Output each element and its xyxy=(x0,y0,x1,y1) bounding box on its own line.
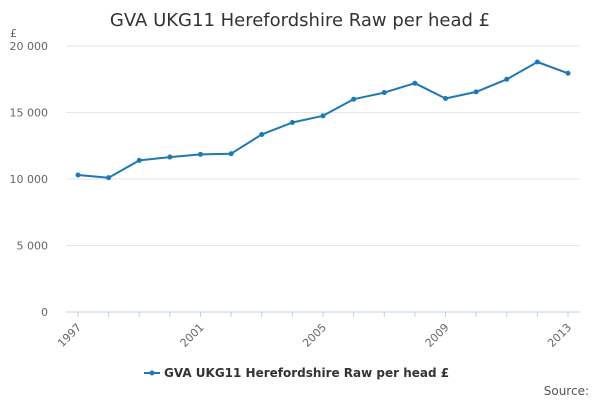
x-tick-label: 2013 xyxy=(545,321,574,350)
series-point[interactable] xyxy=(443,96,448,102)
y-axis-unit-label: £ xyxy=(10,27,17,40)
y-tick-label: 0 xyxy=(41,306,48,319)
series-point[interactable] xyxy=(75,172,81,178)
series-point[interactable] xyxy=(289,119,295,125)
series-points xyxy=(75,59,571,181)
series-point[interactable] xyxy=(198,151,203,157)
series-point[interactable] xyxy=(106,175,112,181)
series-point[interactable] xyxy=(565,70,571,76)
x-tick-label: 2009 xyxy=(423,321,452,350)
x-tick-label: 2005 xyxy=(300,321,329,350)
series-point[interactable] xyxy=(412,80,418,86)
y-tick-label: 15 000 xyxy=(10,107,49,120)
series-point[interactable] xyxy=(351,96,357,102)
series-layer xyxy=(75,59,571,181)
source-label: Source: xyxy=(544,384,589,398)
series-point[interactable] xyxy=(504,76,510,82)
legend[interactable]: GVA UKG11 Herefordshire Raw per head £ xyxy=(144,366,449,380)
series-point[interactable] xyxy=(259,131,265,137)
series-point[interactable] xyxy=(228,151,234,157)
y-tick-label: 10 000 xyxy=(10,173,49,186)
legend-entry-label: GVA UKG11 Herefordshire Raw per head £ xyxy=(164,366,449,380)
y-tick-label: 5 000 xyxy=(17,240,49,253)
series-point[interactable] xyxy=(167,154,173,160)
chart-title: GVA UKG11 Herefordshire Raw per head £ xyxy=(110,10,490,31)
series-point[interactable] xyxy=(473,89,479,95)
legend-point-swatch xyxy=(149,370,155,376)
y-tick-label: 20 000 xyxy=(10,40,49,53)
series-point[interactable] xyxy=(320,113,326,119)
series-point[interactable] xyxy=(534,59,540,65)
grid-layer xyxy=(66,45,580,246)
series-point[interactable] xyxy=(136,157,142,163)
x-axis-ticks: 1997 2001 2005 2009 2013 xyxy=(55,321,574,350)
x-tick-label: 1997 xyxy=(55,321,84,350)
x-tick-label: 2001 xyxy=(178,321,207,350)
series-point[interactable] xyxy=(381,90,387,96)
x-axis-tick-marks xyxy=(77,312,569,317)
y-axis-ticks: 0 5 000 10 000 15 000 20 000 xyxy=(10,40,49,319)
series-line xyxy=(77,61,569,179)
